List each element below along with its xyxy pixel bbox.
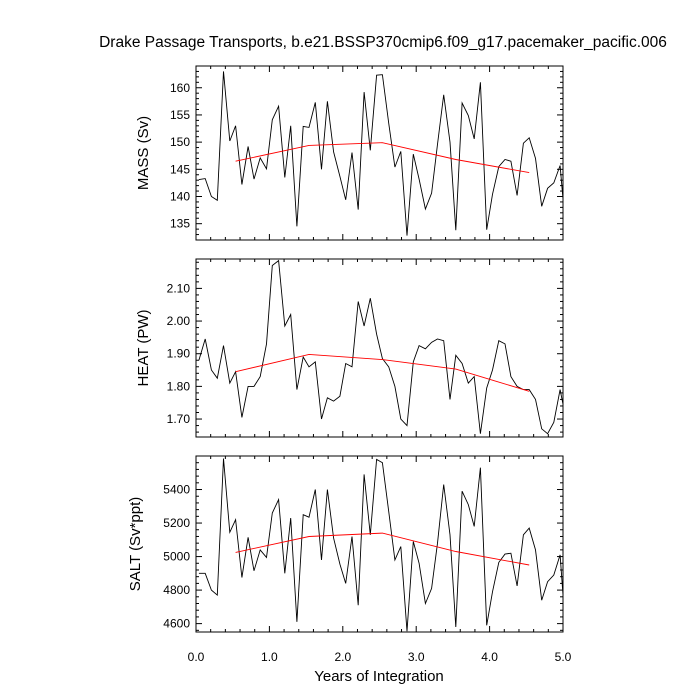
salt-monthly-line bbox=[198, 458, 564, 632]
panel-salt: SALT (Sv*ppt) 4600 4800 5000 5200 5400 bbox=[127, 455, 564, 633]
xtick-label: 5.0 bbox=[555, 650, 572, 664]
heat-ytick-label: 1.70 bbox=[167, 412, 191, 426]
salt-ytick-label: 4600 bbox=[163, 617, 190, 631]
mass-ytick-label: 145 bbox=[170, 162, 190, 176]
salt-ytick-label: 5400 bbox=[163, 483, 190, 497]
heat-monthly-line bbox=[198, 259, 564, 435]
salt-ytick-label: 4800 bbox=[163, 583, 190, 597]
heat-series bbox=[198, 259, 564, 435]
chart-title: Drake Passage Transports, b.e21.BSSP370c… bbox=[99, 34, 667, 51]
x-axis-ticks: 0.0 1.0 2.0 3.0 4.0 5.0 bbox=[188, 650, 572, 664]
xtick-label: 4.0 bbox=[481, 650, 498, 664]
xtick-label: 1.0 bbox=[261, 650, 278, 664]
salt-ytick-label: 5000 bbox=[163, 550, 190, 564]
salt-ticks: 4600 4800 5000 5200 5400 bbox=[163, 455, 564, 632]
mass-frame bbox=[195, 65, 564, 241]
x-axis-label: Years of Integration bbox=[314, 668, 444, 685]
xtick-label: 3.0 bbox=[408, 650, 425, 664]
salt-frame bbox=[195, 455, 564, 633]
mass-ytick-label: 150 bbox=[170, 135, 190, 149]
salt-series bbox=[198, 458, 564, 632]
mass-ytick-label: 160 bbox=[170, 81, 190, 95]
heat-annual-mean-line bbox=[235, 353, 530, 392]
mass-ytick-label: 155 bbox=[170, 108, 190, 122]
xtick-label: 2.0 bbox=[334, 650, 351, 664]
mass-monthly-line bbox=[198, 71, 564, 236]
heat-frame bbox=[195, 258, 564, 438]
mass-ytick-label: 140 bbox=[170, 190, 190, 204]
heat-ytick-label: 2.10 bbox=[167, 281, 191, 295]
panel-heat: HEAT (PW) 1.70 1.80 1.90 2.00 2.10 bbox=[135, 258, 564, 438]
heat-ticks: 1.70 1.80 1.90 2.00 2.10 bbox=[167, 259, 564, 437]
salt-ytick-label: 5200 bbox=[163, 516, 190, 530]
heat-ytick-label: 2.00 bbox=[167, 314, 191, 328]
salt-annual-mean-line bbox=[235, 532, 530, 566]
mass-ylabel: MASS (Sv) bbox=[135, 116, 152, 190]
panel-mass: MASS (Sv) 135 140 145 150 155 160 bbox=[135, 65, 564, 241]
mass-series bbox=[198, 71, 564, 236]
mass-ticks: 135 140 145 150 155 160 bbox=[170, 65, 564, 241]
xtick-label: 0.0 bbox=[188, 650, 205, 664]
mass-ytick-label: 135 bbox=[170, 217, 190, 231]
heat-ytick-label: 1.80 bbox=[167, 379, 191, 393]
heat-ytick-label: 1.90 bbox=[167, 347, 191, 361]
heat-ylabel: HEAT (PW) bbox=[135, 310, 152, 387]
salt-ylabel: SALT (Sv*ppt) bbox=[127, 497, 144, 591]
mass-annual-mean-line bbox=[235, 142, 530, 174]
